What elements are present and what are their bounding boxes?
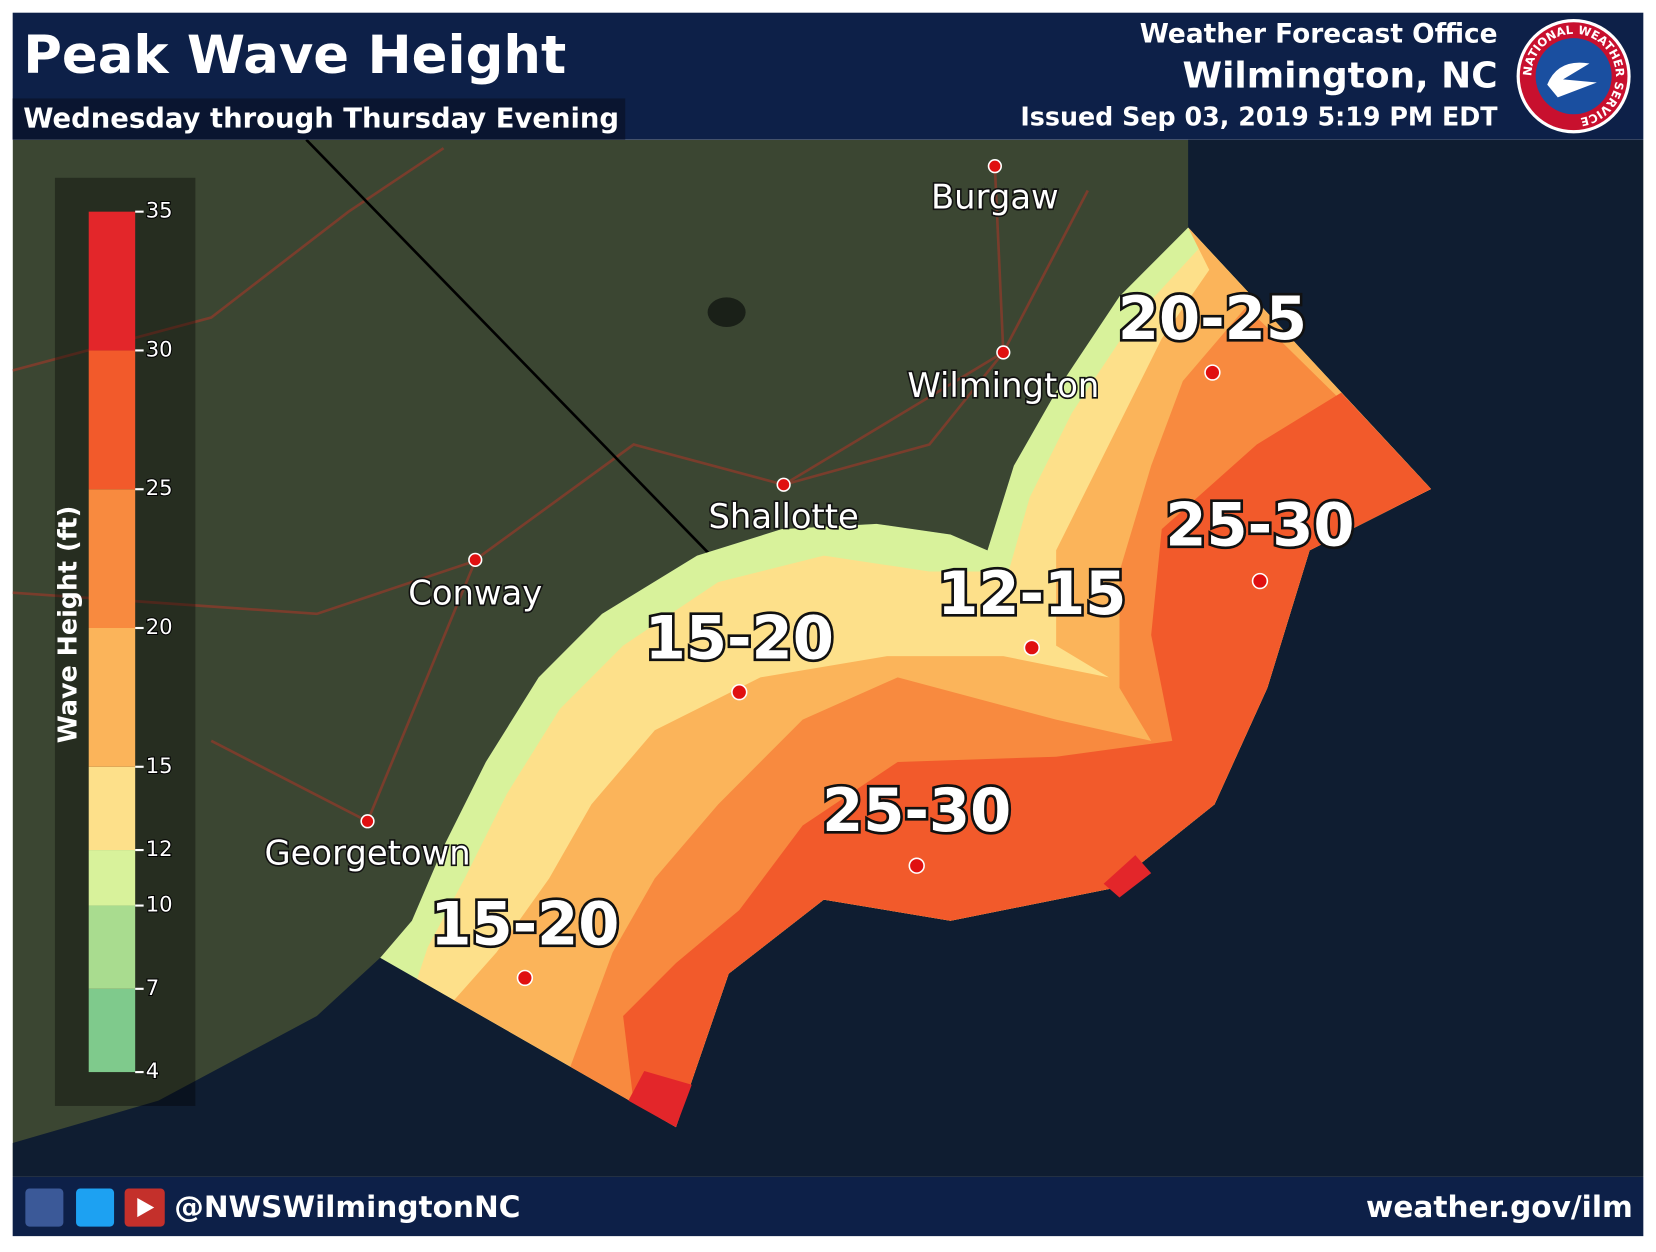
zone-dot <box>1251 572 1269 590</box>
wave-zone <box>628 1071 692 1128</box>
legend-swatch <box>88 211 136 351</box>
zone-dot <box>1023 639 1041 656</box>
office: Weather Forecast Office <box>1140 18 1498 49</box>
zone-label: 12-15 <box>937 559 1126 628</box>
city-dot <box>360 814 375 829</box>
footer-url[interactable]: weather.gov/ilm <box>1366 1190 1633 1224</box>
youtube-play <box>137 1198 155 1218</box>
legend-swatch <box>88 850 136 906</box>
legend-tick-label: 4 <box>146 1058 159 1083</box>
logo-bolt <box>1547 62 1597 98</box>
basemap <box>12 139 1644 1177</box>
legend-swatch <box>88 905 136 989</box>
legend-tick-label: 7 <box>146 975 159 1000</box>
legend-title: Wave Height (ft) <box>53 506 83 744</box>
zone-dot <box>1204 364 1221 381</box>
city-label: Georgetown <box>264 834 470 873</box>
legend-tick-label: 15 <box>146 753 173 778</box>
city-dot <box>996 345 1011 360</box>
legend-tick-label: 30 <box>146 336 173 361</box>
city-dot <box>776 477 791 492</box>
city-label: Burgaw <box>931 177 1059 216</box>
legend-tick-label: 10 <box>146 892 173 917</box>
zone-dot <box>908 857 925 874</box>
zone-label: 20-25 <box>1118 284 1307 353</box>
city-dot <box>987 159 1002 174</box>
zone-dot <box>731 683 748 701</box>
legend-swatch <box>88 489 136 628</box>
issued: Issued Sep 03, 2019 5:19 PM EDT <box>1020 102 1498 132</box>
facebook-icon[interactable] <box>25 1188 64 1227</box>
nws-logo: NATIONAL WEATHER SERVICE <box>1516 19 1631 134</box>
legend-swatch <box>88 350 136 490</box>
lake <box>707 297 746 328</box>
zone-label: 15-20 <box>430 889 619 958</box>
subtitle: Wednesday through Thursday Evening <box>23 103 619 135</box>
subtitle-band <box>12 98 626 140</box>
logo-inner <box>1535 38 1612 115</box>
footer-band <box>12 1176 1644 1237</box>
city-dot <box>468 552 483 567</box>
location: Wilmington, NC <box>1182 55 1497 96</box>
legend-tick-label: 25 <box>146 475 173 500</box>
wave-zone <box>623 392 1432 1128</box>
zone-label: 25-30 <box>1165 490 1354 559</box>
legend-tick-label: 20 <box>146 614 173 639</box>
map-labels: Burgaw Wilmington Shallotte Conway Georgetow… <box>263 159 1357 987</box>
footer-handle[interactable]: @NWSWilmingtonNC <box>174 1190 520 1224</box>
title: Peak Wave Height <box>23 25 566 86</box>
twitter-icon[interactable] <box>76 1188 115 1227</box>
wave-zone <box>1103 855 1152 898</box>
zone-label: 15-20 <box>645 603 834 672</box>
city-label: Shallotte <box>708 497 858 536</box>
legend-tick-label: 12 <box>146 836 173 861</box>
legend-swatch <box>88 627 136 767</box>
city-label: Wilmington <box>907 366 1099 405</box>
legend-swatch <box>88 988 136 1073</box>
legend-swatch <box>88 766 136 851</box>
zone-label: 25-30 <box>822 776 1011 845</box>
city-label: Conway <box>408 573 542 612</box>
legend-tick-label: 35 <box>146 198 173 223</box>
legend: 4 7 10 12 15 20 25 30 35 <box>88 197 174 1084</box>
zone-dot <box>516 969 534 987</box>
wave-zones <box>380 227 1432 1128</box>
